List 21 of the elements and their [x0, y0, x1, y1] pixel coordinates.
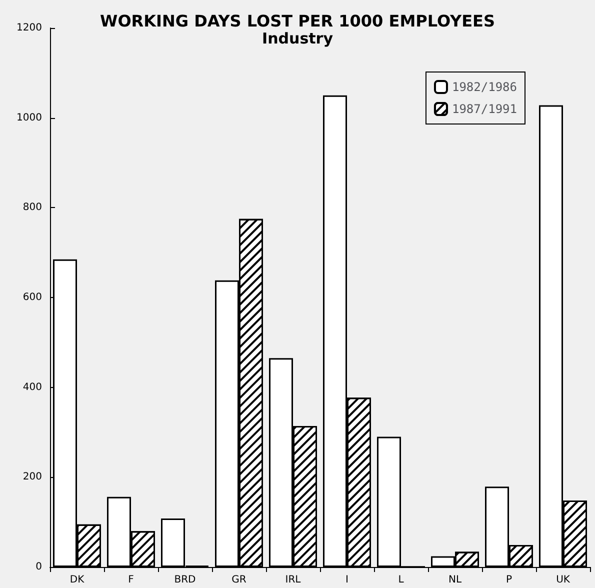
x-tick-label: F [128, 574, 134, 586]
x-tick-label: I [346, 574, 348, 586]
y-tick-label: 0 [36, 562, 42, 572]
chart-title: WORKING DAYS LOST PER 1000 EMPLOYEES [100, 12, 495, 30]
y-tick-label: 1000 [16, 112, 42, 124]
x-tick-label: IRL [285, 574, 302, 586]
chart-subtitle: Industry [262, 30, 334, 48]
legend-label: 1982/1986 [452, 80, 518, 94]
x-tick-label: P [506, 574, 512, 586]
y-tick-label: 800 [22, 202, 42, 214]
y-tick-label: 400 [22, 382, 42, 393]
y-tick-label: 200 [22, 472, 42, 483]
x-tick-label: GR [232, 574, 246, 586]
y-tick-label: 600 [22, 292, 42, 303]
x-tick-label: DK [70, 574, 85, 586]
legend-label: 1987/1991 [452, 102, 518, 116]
y-tick-label: 1200 [16, 22, 42, 34]
x-tick-label: L [398, 574, 404, 586]
x-tick-label: NL [448, 574, 462, 586]
x-tick-label: UK [556, 574, 570, 586]
x-tick-label: BRD [174, 574, 196, 586]
